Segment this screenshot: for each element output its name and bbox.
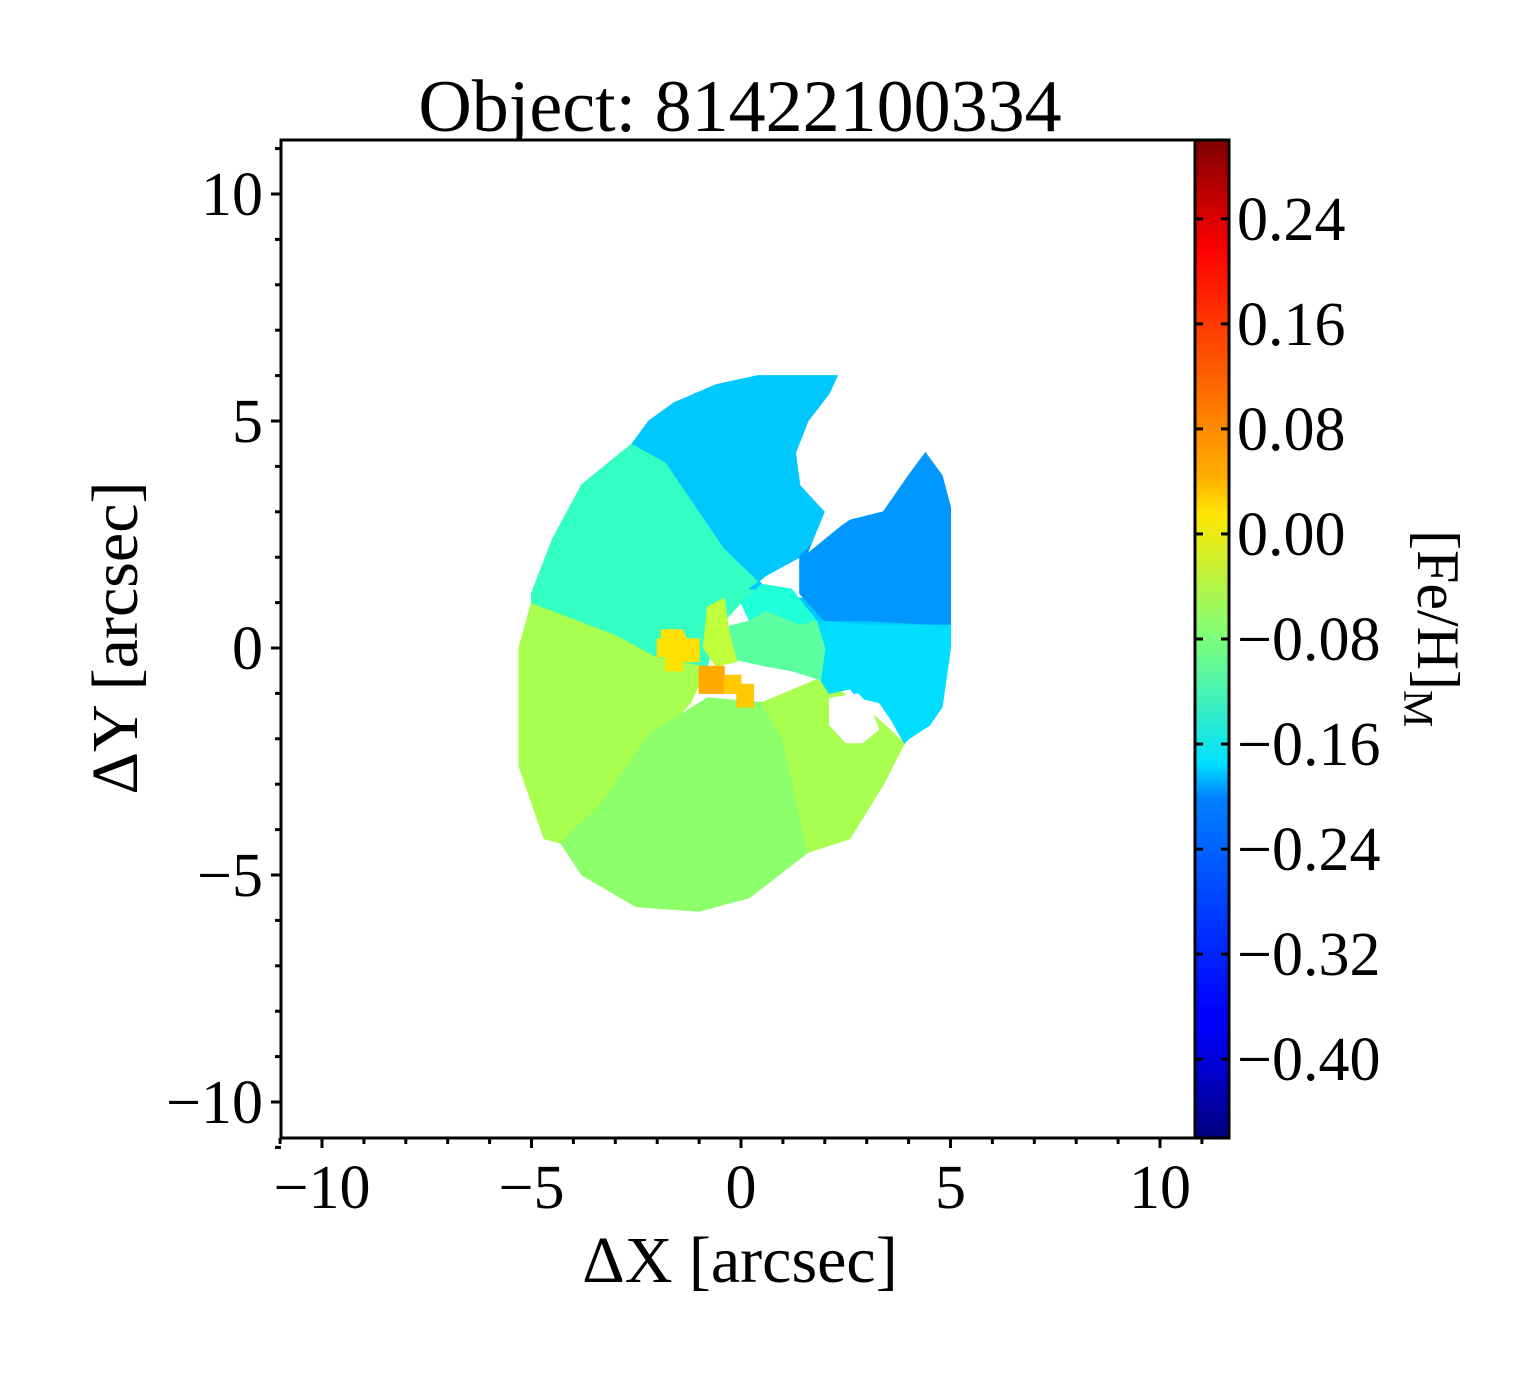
colorbar-tick-label: −0.16: [1237, 711, 1380, 779]
region-east: [815, 620, 951, 745]
colorbar-label-subscript: M: [1394, 690, 1440, 727]
colorbar-tick-label: 0.08: [1237, 396, 1346, 464]
colorbar-tick-label: −0.32: [1237, 921, 1380, 989]
hole-gap-north: [799, 448, 876, 553]
y-tick-label: −5: [197, 842, 263, 910]
y-tick-label: 5: [232, 388, 263, 456]
colorbar-label-main: [Fe/H]: [1405, 530, 1471, 690]
colorbar-tick-label: −0.08: [1237, 606, 1380, 674]
colorbar-tick-label: −0.40: [1237, 1026, 1380, 1094]
map-regions: [518, 375, 951, 912]
map-holes: [799, 448, 880, 744]
x-axis-ticks: −10 −5 0 5 10: [274, 1138, 1204, 1222]
colorbar-tick-label: 0.00: [1237, 501, 1346, 569]
region-core-yellow-east: [723, 674, 755, 708]
x-tick-label: 5: [935, 1154, 966, 1222]
region-inner-center: [715, 611, 826, 681]
colorbar-tick-label: −0.24: [1237, 816, 1380, 884]
y-tick-label: −10: [166, 1069, 263, 1137]
hole-gap-south-east: [829, 693, 880, 744]
y-axis-label: ΔY [arcsec]: [79, 482, 152, 795]
x-tick-label: −10: [274, 1154, 371, 1222]
region-core-yellow: [656, 629, 700, 672]
chart-title: Object: 81422100334: [418, 66, 1061, 148]
colorbar-tick-label: 0.16: [1237, 291, 1346, 359]
region-core-orange: [698, 665, 725, 694]
y-tick-label: 0: [232, 615, 263, 683]
y-axis-ticks: −10 −5 0 5 10: [166, 147, 281, 1149]
x-tick-label: 0: [726, 1154, 757, 1222]
x-tick-label: 10: [1129, 1154, 1191, 1222]
x-axis-label: ΔX [arcsec]: [582, 1224, 897, 1297]
colorbar-tick-label: 0.24: [1237, 186, 1346, 254]
y-tick-label: 10: [201, 161, 263, 229]
region-inner-west: [702, 597, 738, 667]
colorbar-label: [Fe/H]M: [1394, 530, 1471, 727]
x-tick-label: −5: [499, 1154, 565, 1222]
colorbar-ticks: 0.24 0.16 0.08 0.00 −0.08 −0.16 −0.24 −0.32 −0.4…: [1195, 186, 1380, 1094]
